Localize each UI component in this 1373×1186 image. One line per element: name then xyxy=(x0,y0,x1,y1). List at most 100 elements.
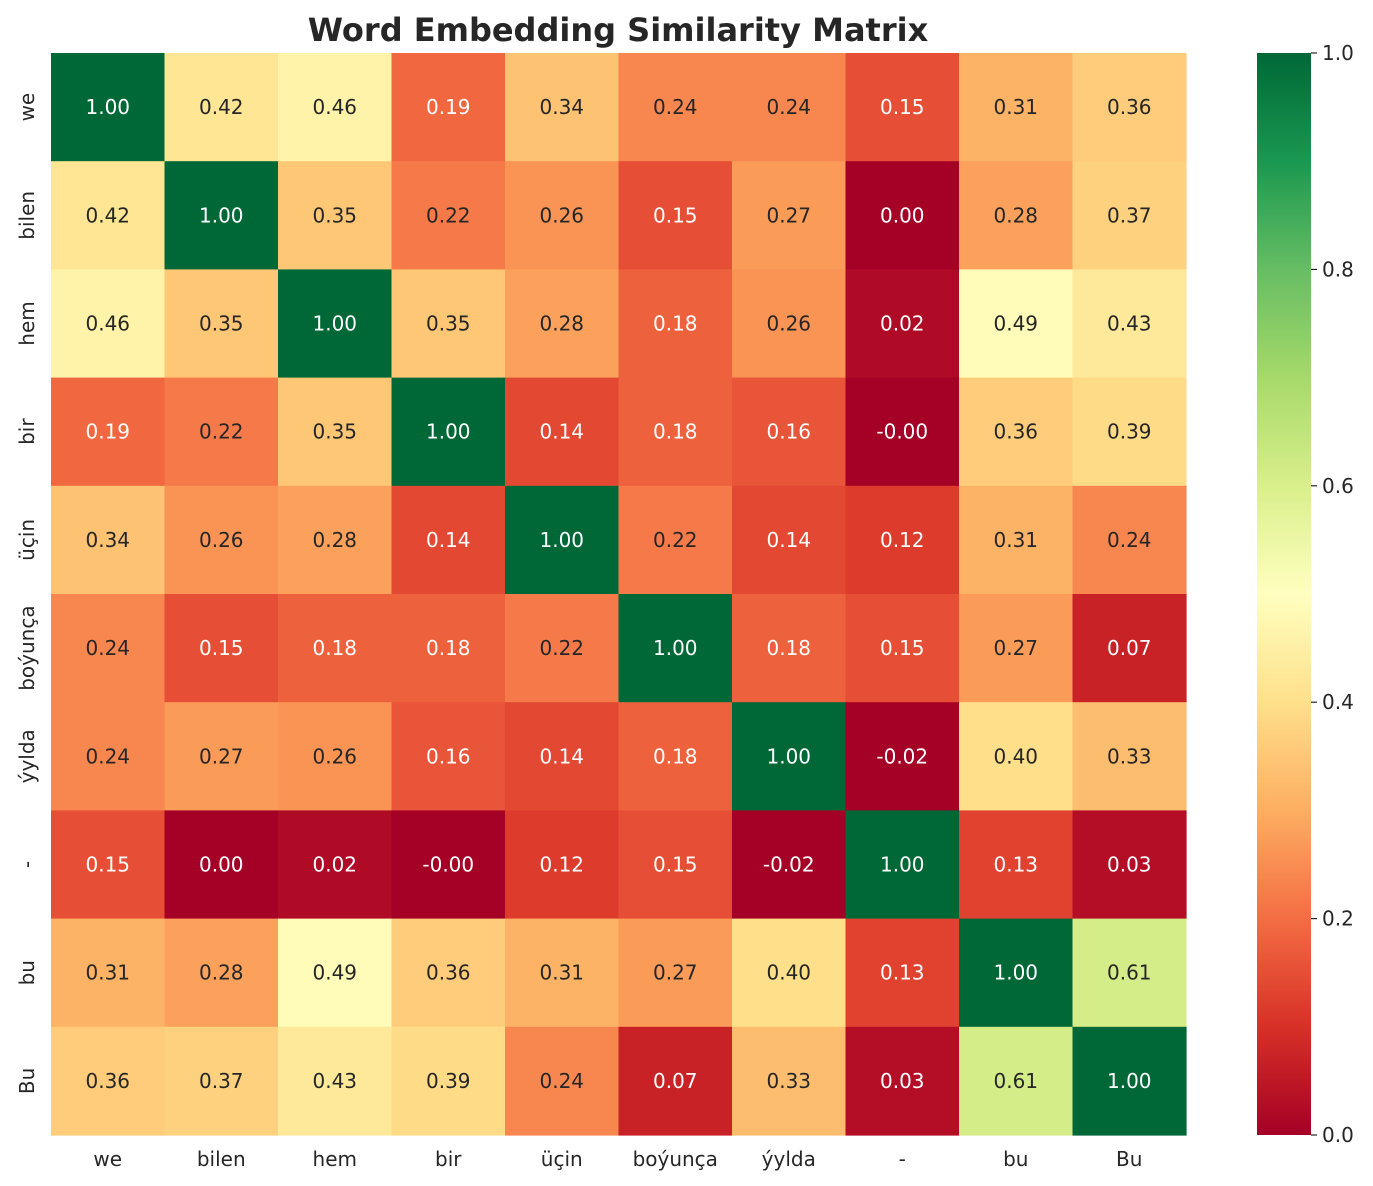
cell-value-label: 0.33 xyxy=(1107,744,1152,768)
x-tick-label: - xyxy=(899,1147,906,1171)
heatmap-cell xyxy=(505,53,620,162)
cell-value-label: 1.00 xyxy=(653,636,698,660)
heatmap-cell xyxy=(845,161,960,270)
heatmap-cell xyxy=(732,161,847,270)
heatmap-cell xyxy=(164,485,279,595)
heatmap-cell xyxy=(51,1026,166,1136)
cell-value-label: 0.46 xyxy=(85,312,130,336)
x-tick-label: hem xyxy=(313,1147,357,1171)
cell-value-label: 0.43 xyxy=(1107,312,1152,336)
cell-value-label: 0.37 xyxy=(199,1069,244,1093)
heatmap-cell xyxy=(1072,918,1187,1028)
chart-title: Word Embedding Similarity Matrix xyxy=(308,11,929,49)
cell-value-label: 0.35 xyxy=(312,420,357,444)
cell-value-label: 0.15 xyxy=(653,853,698,877)
heatmap-cell xyxy=(845,594,960,703)
heatmap-cell xyxy=(278,810,393,920)
cell-value-label: 0.49 xyxy=(993,312,1038,336)
cell-value-label: 1.00 xyxy=(312,312,357,336)
cell-value-label: 0.26 xyxy=(766,312,811,336)
cell-value-label: 0.46 xyxy=(312,95,357,119)
heatmap-cell xyxy=(278,377,393,487)
heatmap-cell xyxy=(845,702,960,811)
cell-value-label: 0.16 xyxy=(766,420,811,444)
cell-value-label: 0.02 xyxy=(312,853,357,877)
cell-value-label: 0.24 xyxy=(539,1069,584,1093)
cell-value-label: 0.35 xyxy=(199,312,244,336)
heatmap-cell xyxy=(278,485,393,595)
heatmap-cell xyxy=(845,810,960,920)
heatmap-cell xyxy=(505,594,620,703)
cell-value-label: 0.03 xyxy=(880,1069,925,1093)
cell-value-label: 0.18 xyxy=(426,636,471,660)
cell-value-label: 0.61 xyxy=(993,1069,1038,1093)
cell-value-label: 0.39 xyxy=(426,1069,471,1093)
heatmap-cell xyxy=(1072,485,1187,595)
heatmap-cell xyxy=(618,377,733,487)
y-tick-label: - xyxy=(15,861,39,868)
cell-value-label: 0.13 xyxy=(880,961,925,985)
cell-value-label: 0.14 xyxy=(539,744,584,768)
heatmap-cell xyxy=(732,269,847,379)
heatmap-cell xyxy=(959,161,1074,270)
heatmap-cell xyxy=(1072,377,1187,487)
cell-value-label: 0.15 xyxy=(85,853,130,877)
heatmap-cell xyxy=(618,1026,733,1136)
cell-value-label: 0.34 xyxy=(539,95,584,119)
heatmap-cell xyxy=(391,918,506,1028)
heatmap-cell xyxy=(164,918,279,1028)
colorbar-tick-label: 1.0 xyxy=(1322,41,1354,65)
heatmap-cell xyxy=(51,810,166,920)
heatmap-cell xyxy=(164,1026,279,1136)
cell-value-label: 1.00 xyxy=(85,95,130,119)
cell-value-label: 0.42 xyxy=(199,95,244,119)
heatmap-cell xyxy=(1072,1026,1187,1136)
cell-value-label: 0.13 xyxy=(993,853,1038,877)
cell-value-label: 0.00 xyxy=(199,853,244,877)
heatmap-cell xyxy=(732,594,847,703)
cell-value-label: 0.12 xyxy=(880,528,925,552)
cell-value-label: 0.24 xyxy=(1107,528,1152,552)
heatmap-cell xyxy=(618,810,733,920)
heatmap-cell xyxy=(959,1026,1074,1136)
heatmap-cell xyxy=(164,810,279,920)
cell-value-label: 0.36 xyxy=(1107,95,1152,119)
heatmap-cell xyxy=(959,485,1074,595)
heatmap-cell xyxy=(505,702,620,811)
heatmap-cell xyxy=(845,485,960,595)
heatmap-cell xyxy=(51,377,166,487)
heatmap-cell xyxy=(391,53,506,162)
cell-value-label: 0.28 xyxy=(312,528,357,552)
cell-value-label: 0.61 xyxy=(1107,961,1152,985)
heatmap-cell xyxy=(959,377,1074,487)
heatmap-cell xyxy=(391,810,506,920)
heatmap-cell xyxy=(164,269,279,379)
heatmap-cell xyxy=(845,1026,960,1136)
cell-value-label: 1.00 xyxy=(766,744,811,768)
y-axis-tick-labels: we bilen hem bir üçin boýunça ýylda - bu Bu xyxy=(15,93,39,1094)
heatmap-cell xyxy=(505,485,620,595)
cell-value-label: 0.26 xyxy=(199,528,244,552)
heatmap-cell xyxy=(51,269,166,379)
cell-value-label: 0.28 xyxy=(539,312,584,336)
x-tick-label: bu xyxy=(1003,1147,1028,1171)
cell-value-label: 0.16 xyxy=(426,744,471,768)
heatmap-cell xyxy=(505,377,620,487)
heatmap-cell xyxy=(959,53,1074,162)
heatmap-cell xyxy=(505,1026,620,1136)
cell-value-label: 0.42 xyxy=(85,203,130,227)
cell-value-label: 0.34 xyxy=(85,528,130,552)
colorbar xyxy=(1257,53,1311,1135)
x-tick-label: we xyxy=(93,1147,122,1171)
x-tick-label: Bu xyxy=(1116,1147,1142,1171)
cell-value-label: 0.15 xyxy=(199,636,244,660)
colorbar-tick-label: 0.6 xyxy=(1322,474,1354,498)
x-tick-label: bir xyxy=(435,1147,462,1171)
cell-value-label: 0.14 xyxy=(539,420,584,444)
heatmap-cell xyxy=(1072,702,1187,811)
heatmap-cell xyxy=(164,377,279,487)
y-tick-label: bilen xyxy=(15,191,39,240)
cell-value-label: 0.15 xyxy=(653,203,698,227)
cell-value-label: 0.18 xyxy=(653,744,698,768)
cell-value-label: -0.00 xyxy=(876,420,928,444)
